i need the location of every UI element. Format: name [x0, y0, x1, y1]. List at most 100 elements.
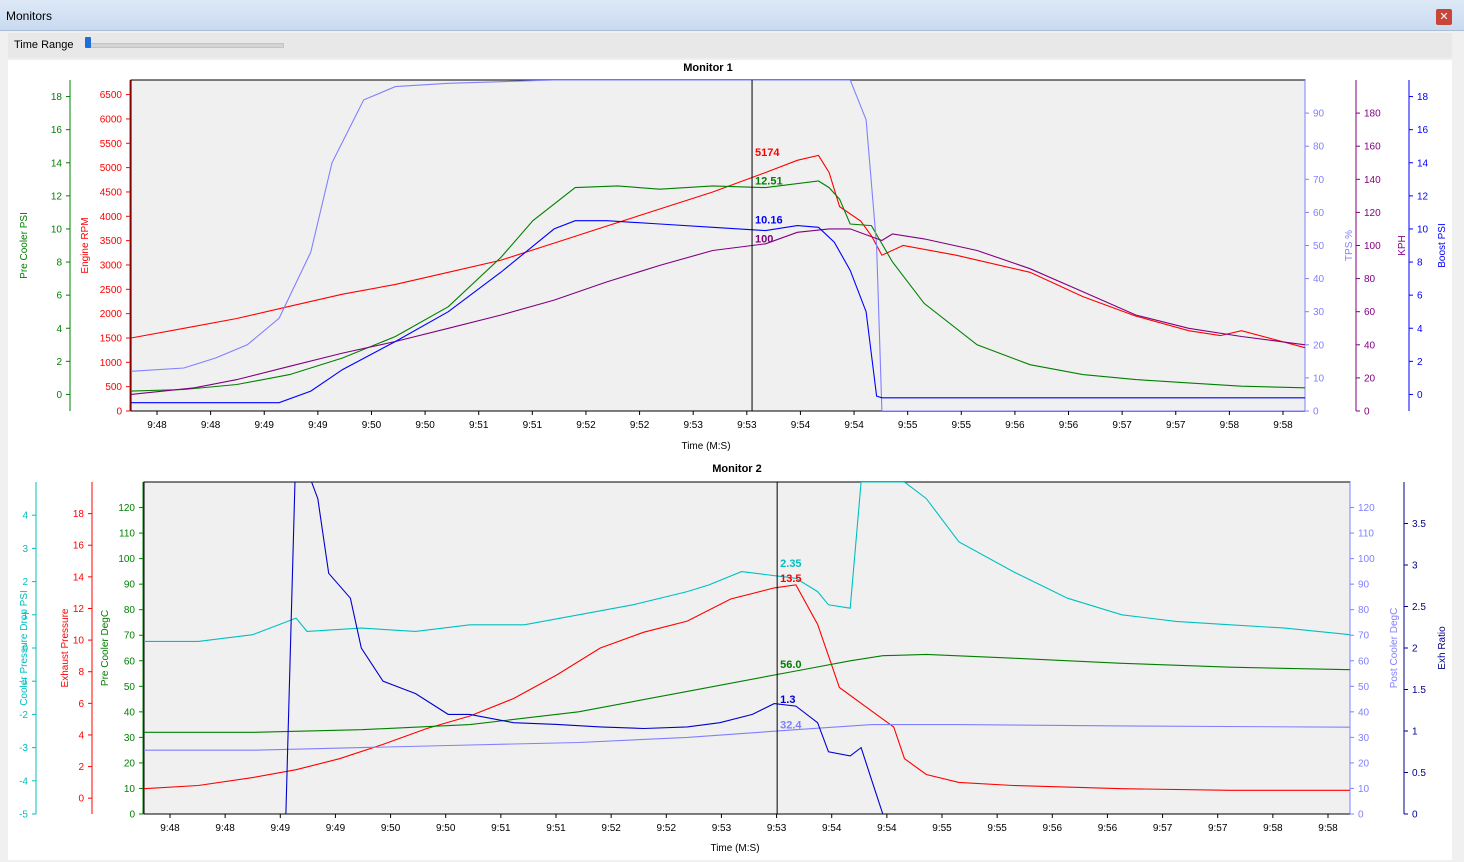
x-tick-label: 9:54 — [822, 823, 842, 834]
tps-tick-label: 60 — [1313, 208, 1325, 219]
cursor-value-label: 56.0 — [780, 659, 801, 671]
exh-tick-label: 0 — [78, 794, 84, 805]
pcdeg-tick-label: 20 — [124, 758, 136, 769]
rpm-tick-label: 4000 — [100, 212, 123, 223]
cpd-tick-label: -3 — [19, 743, 28, 754]
x-tick-label: 9:54 — [791, 420, 811, 431]
pcdeg-tick-label: 100 — [118, 554, 135, 565]
x-tick-label: 9:48 — [215, 823, 235, 834]
rpm-tick-label: 5000 — [100, 163, 123, 174]
kph-tick-label: 100 — [1364, 241, 1381, 252]
tps-tick-label: 70 — [1313, 175, 1325, 186]
series-line-tps- — [131, 80, 1305, 411]
x-tick-label: 9:52 — [601, 823, 621, 834]
boost-tick-label: 16 — [1417, 125, 1429, 136]
window-titlebar: Monitors ✕ — [0, 0, 1464, 31]
pcpsi-tick-label: 8 — [56, 258, 62, 269]
x-tick-label: 9:55 — [898, 420, 918, 431]
x-axis-label: Time (M:S) — [710, 843, 759, 854]
pcpsi-axis-label: Pre Cooler PSI — [19, 212, 30, 279]
x-tick-label: 9:56 — [1059, 420, 1079, 431]
cpd-tick-label: 4 — [22, 511, 28, 522]
x-tick-label: 9:56 — [1005, 420, 1025, 431]
x-tick-label: 9:51 — [491, 823, 511, 834]
rpm-tick-label: 0 — [116, 407, 122, 418]
x-tick-label: 9:49 — [326, 823, 346, 834]
postdeg-tick-label: 30 — [1358, 733, 1370, 744]
window-title: Monitors — [6, 9, 53, 23]
pcpsi-tick-label: 4 — [56, 324, 62, 335]
postdeg-tick-label: 40 — [1358, 707, 1370, 718]
close-icon[interactable]: ✕ — [1436, 9, 1452, 25]
x-tick-label: 9:49 — [255, 420, 275, 431]
series-line-engine-rpm — [131, 154, 1305, 349]
kph-tick-label: 40 — [1364, 340, 1376, 351]
pcpsi-tick-label: 14 — [51, 158, 63, 169]
rpm-tick-label: 2500 — [100, 285, 123, 296]
cursor-value-label: 32.4 — [780, 719, 802, 731]
exh-axis-label: Exhaust Pressure — [60, 608, 71, 687]
time-range-toolbar: Time Range — [8, 33, 1452, 58]
x-tick-label: 9:52 — [630, 420, 650, 431]
pcdeg-tick-label: 70 — [124, 631, 136, 642]
pcdeg-axis-label: Pre Cooler DegC — [100, 610, 111, 686]
cpd-tick-label: -2 — [19, 710, 28, 721]
ratio-tick-label: 3.5 — [1412, 519, 1426, 530]
boost-axis-label: Boost PSI — [1437, 223, 1448, 267]
monitor-1-chart: Monitor 1 Time (M:S) 9:48 9:48 9:49 9:49 9:50 9… — [19, 62, 1448, 452]
rpm-axis-label: Engine RPM — [80, 217, 91, 273]
chart-title: Monitor 2 — [712, 463, 762, 475]
rpm-tick-label: 1000 — [100, 358, 123, 369]
kph-axis-label: KPH — [1397, 235, 1408, 256]
postdeg-tick-label: 60 — [1358, 656, 1370, 667]
time-range-slider-thumb[interactable] — [85, 37, 91, 48]
tps-tick-label: 30 — [1313, 307, 1325, 318]
rpm-tick-label: 1500 — [100, 333, 123, 344]
boost-tick-label: 18 — [1417, 92, 1429, 103]
rpm-tick-label: 4500 — [100, 187, 123, 198]
plot-area — [143, 481, 1351, 815]
tps-tick-label: 80 — [1313, 142, 1325, 153]
series-line-boost-psi — [131, 220, 1305, 404]
x-tick-label: 9:53 — [767, 823, 787, 834]
postdeg-tick-label: 70 — [1358, 631, 1370, 642]
series-line-exh-ratio — [285, 482, 884, 814]
cursor-value-label: 100 — [755, 234, 773, 246]
tps-tick-label: 20 — [1313, 340, 1325, 351]
cursor-value-label: 12.51 — [755, 175, 783, 187]
x-tick-label: 9:57 — [1166, 420, 1186, 431]
cpd-tick-label: 2 — [22, 577, 28, 588]
cpd-tick-label: 0 — [22, 644, 28, 655]
pcdeg-tick-label: 60 — [124, 656, 136, 667]
pcpsi-tick-label: 16 — [51, 125, 63, 136]
x-tick-label: 9:49 — [271, 823, 291, 834]
x-tick-label: 9:52 — [576, 420, 596, 431]
tps-tick-label: 90 — [1313, 109, 1325, 120]
exh-tick-label: 8 — [78, 667, 84, 678]
exh-tick-label: 2 — [78, 762, 84, 773]
cpd-axis-label: Cooler Pressure Drop PSI — [19, 590, 30, 706]
x-axis-label: Time (M:S) — [681, 441, 730, 452]
boost-tick-label: 6 — [1417, 291, 1423, 302]
rpm-tick-label: 3500 — [100, 236, 123, 247]
cursor-value-label: 1.3 — [780, 694, 795, 706]
pcpsi-tick-label: 6 — [56, 291, 62, 302]
boost-tick-label: 10 — [1417, 224, 1429, 235]
rpm-tick-label: 3000 — [100, 260, 123, 271]
postdeg-tick-label: 50 — [1358, 682, 1370, 693]
postdeg-tick-label: 120 — [1358, 503, 1375, 514]
x-tick-label: 9:54 — [877, 823, 897, 834]
pcdeg-tick-label: 120 — [118, 503, 135, 514]
boost-tick-label: 8 — [1417, 258, 1423, 269]
series-line-cooler-pressure-drop-psi — [144, 482, 1350, 642]
pcdeg-tick-label: 40 — [124, 707, 136, 718]
exh-tick-label: 10 — [73, 636, 85, 647]
series-line-kph — [131, 228, 1305, 395]
series-line-pre-cooler-degc — [144, 653, 1350, 733]
chart-title: Monitor 1 — [683, 62, 733, 74]
exh-tick-label: 14 — [73, 572, 85, 583]
x-tick-label: 9:48 — [147, 420, 167, 431]
cpd-tick-label: -4 — [19, 776, 28, 787]
pcdeg-tick-label: 30 — [124, 733, 136, 744]
pcpsi-tick-label: 18 — [51, 92, 63, 103]
